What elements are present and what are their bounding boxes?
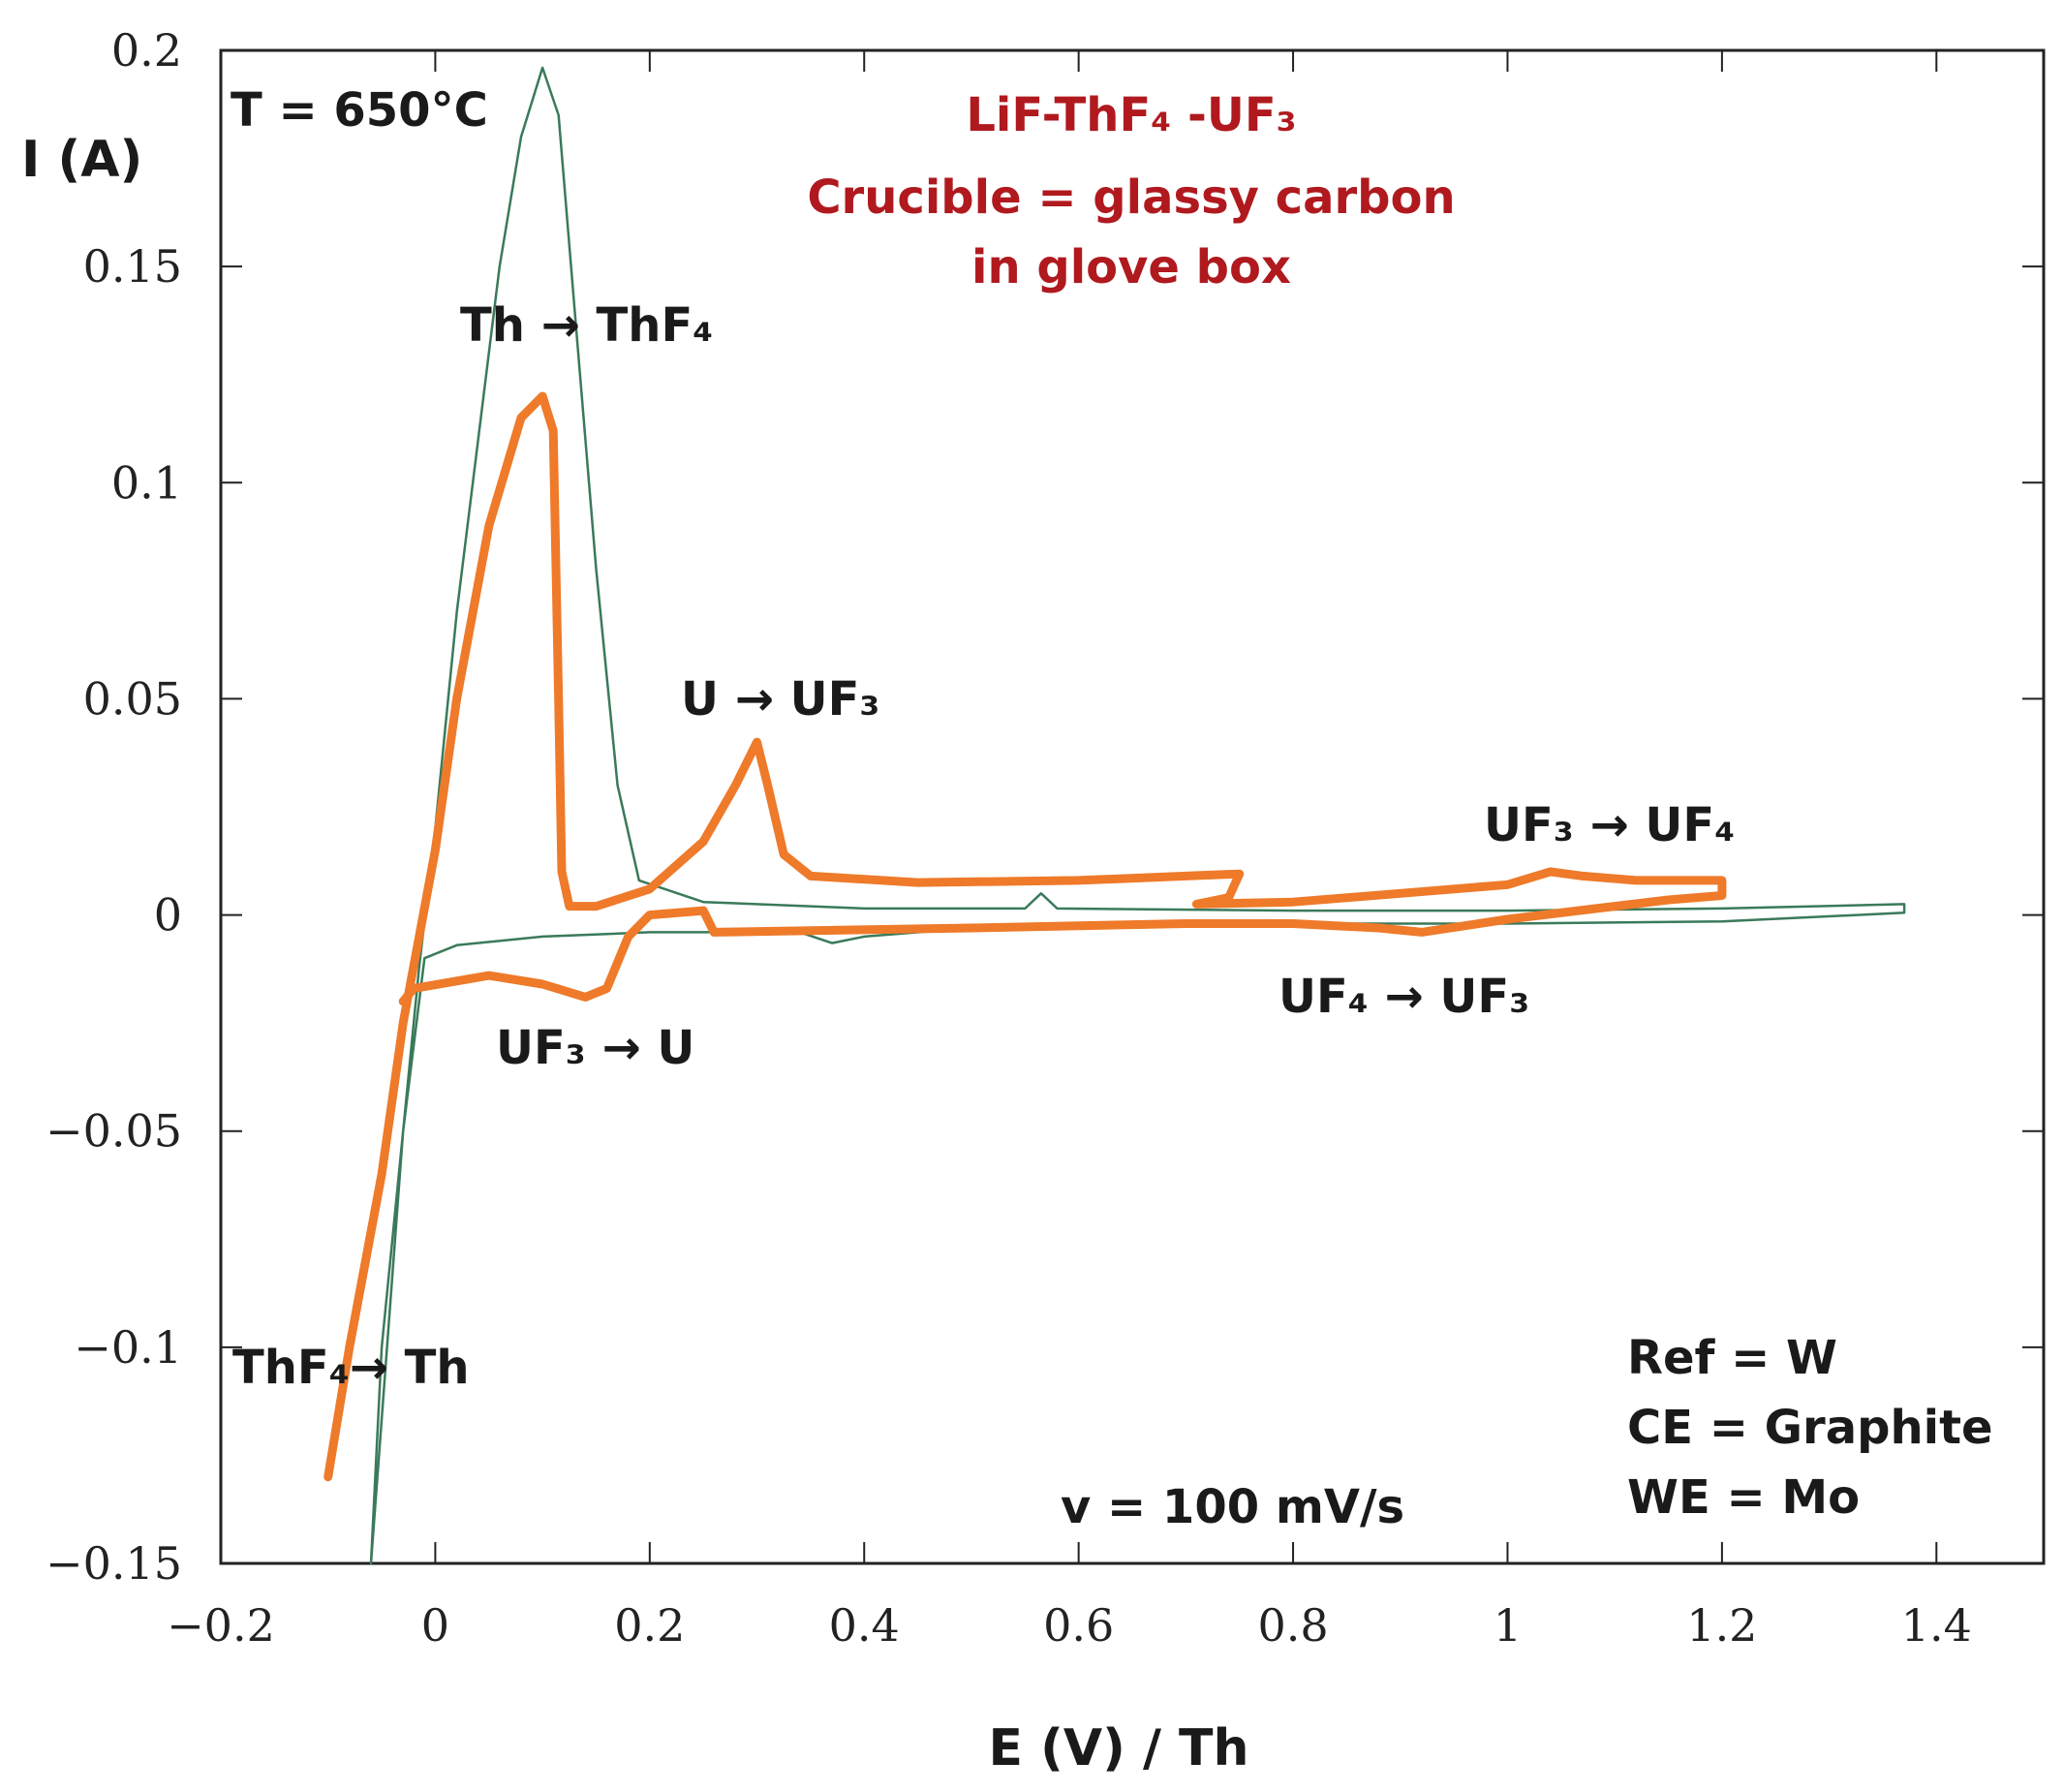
y-tick-label: −0.15 — [46, 1537, 182, 1590]
x-tick-label: 0.6 — [1043, 1599, 1114, 1652]
chart-title-line3: in glove box — [971, 240, 1291, 294]
series-layer — [323, 66, 1906, 1565]
ticks-layer: −0.2 0 0.2 0.4 0.6 0.8 1 1.2 1.4 0.2 0.15 0.1 0.05 0 −… — [46, 24, 2044, 1652]
chart-title-line2: Crucible = glassy carbon — [807, 170, 1455, 225]
x-tick-label: 0.8 — [1257, 1599, 1328, 1652]
x-axis-label: E (V) / Th — [988, 1719, 1248, 1777]
x-tick-label: 1.4 — [1901, 1599, 1972, 1652]
y-tick-label: 0.2 — [111, 24, 182, 77]
x-tick-label: 0.4 — [829, 1599, 900, 1652]
annotation-uf4-to-uf3: UF₄ → UF₃ — [1278, 970, 1529, 1024]
annotation-th-oxidation: Th → ThF₄ — [460, 298, 713, 353]
annotation-scan-rate: v = 100 mV/s — [1061, 1480, 1404, 1534]
series-line-green — [369, 66, 1906, 1565]
chart-title-line1: LiF-ThF₄ -UF₃ — [966, 88, 1296, 142]
y-tick-label: 0.05 — [83, 672, 182, 725]
annotation-uf3-to-u: UF₃ → U — [496, 1021, 694, 1075]
y-tick-label: 0 — [154, 889, 182, 942]
setup-counter-electrode: CE = Graphite — [1627, 1401, 1993, 1455]
y-tick-label: −0.1 — [74, 1321, 182, 1374]
y-tick-label: 0.15 — [83, 240, 182, 293]
y-axis-label: I (A) — [21, 131, 142, 189]
x-tick-label: 0.2 — [614, 1599, 685, 1652]
x-tick-label: −0.2 — [167, 1599, 275, 1652]
series-line-orange — [323, 391, 1727, 1482]
plot-frame — [219, 48, 2046, 1565]
x-tick-label: 1 — [1494, 1599, 1522, 1652]
annotation-thf4-to-th: ThF₄→ Th — [232, 1341, 470, 1395]
x-tick-label: 0 — [421, 1599, 449, 1652]
x-tick-label: 1.2 — [1686, 1599, 1757, 1652]
annotation-temperature: T = 650°C — [231, 83, 488, 138]
setup-reference-electrode: Ref = W — [1627, 1331, 1837, 1385]
y-tick-label: 0.1 — [111, 456, 182, 509]
annotation-u-oxidation: U → UF₃ — [681, 672, 879, 726]
y-tick-label: −0.05 — [46, 1105, 182, 1158]
annotation-uf3-to-uf4: UF₃ → UF₄ — [1484, 798, 1735, 852]
setup-working-electrode: WE = Mo — [1627, 1470, 1860, 1525]
